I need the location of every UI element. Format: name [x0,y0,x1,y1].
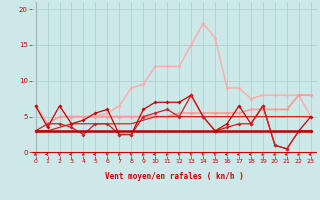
X-axis label: Vent moyen/en rafales ( kn/h ): Vent moyen/en rafales ( kn/h ) [105,172,244,181]
